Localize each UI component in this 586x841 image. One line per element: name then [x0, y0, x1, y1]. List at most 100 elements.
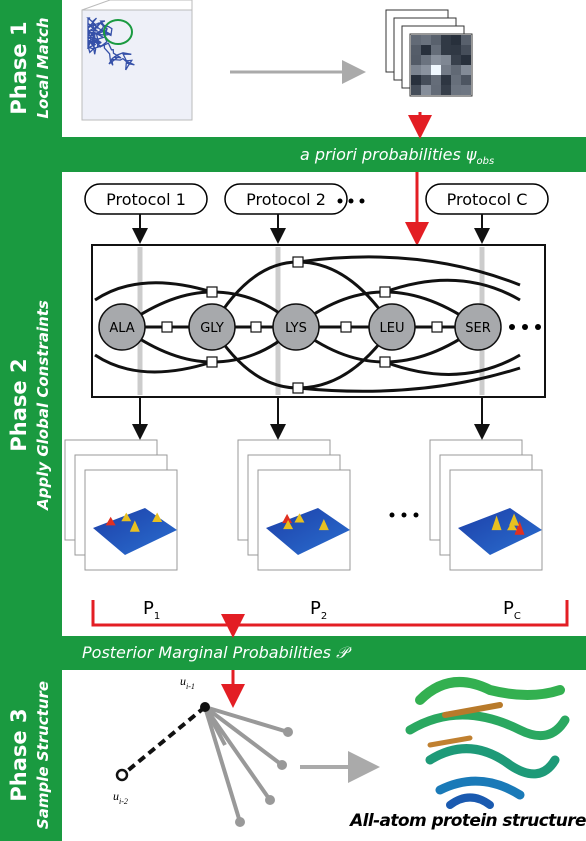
- factor-graph-g-rect: [432, 322, 442, 332]
- pixel-stack-rect: [431, 55, 441, 65]
- marginal-labels-text-tspan: C: [514, 611, 521, 622]
- pixel-stack-rect: [421, 85, 431, 95]
- marginal-labels-text: P2: [310, 598, 327, 622]
- phase-2-label-text: Apply Global Constraints: [34, 300, 52, 511]
- factor-graph-g-rect: [251, 322, 261, 332]
- marginal-plots: [65, 440, 542, 570]
- protocol-pills-text: Protocol C: [447, 190, 528, 209]
- pixel-stack-rect: [431, 45, 441, 55]
- pixel-stack-rect: [431, 35, 441, 45]
- marginal-labels-text-tspan: P: [503, 598, 514, 619]
- factor-graph-g-rect: [293, 257, 303, 267]
- factor-graph-circle: [509, 324, 515, 330]
- phase-1-label-text: Local Match: [34, 17, 52, 118]
- phase-3-label-text: Sample Structure: [34, 681, 52, 829]
- pixel-stack-rect: [451, 85, 461, 95]
- factor-graph-text: LYS: [285, 321, 307, 336]
- pixel-stack-rect: [421, 75, 431, 85]
- protocol-pills: Protocol 1 Protocol 2 Protocol C: [85, 184, 548, 214]
- marginal-labels-text-tspan: P: [143, 598, 154, 619]
- sampling-fan-circle: [200, 702, 210, 712]
- pixel-stack-rect: [441, 55, 451, 65]
- ellipsis-circle: [402, 513, 407, 518]
- sampling-fan-line: [126, 707, 205, 772]
- pixel-stack-rect: [451, 45, 461, 55]
- pixel-stack-rect: [411, 65, 421, 75]
- sampling-fan-text-tspan: i-2: [119, 797, 128, 806]
- sampling-fan-g: [205, 707, 288, 822]
- protein-structure-path: [450, 798, 490, 806]
- pixel-stack: [386, 10, 472, 96]
- protein-structure-path: [420, 682, 560, 700]
- sampling-fan-g-circle: [265, 795, 275, 805]
- caption: All-atom protein structure: [348, 811, 586, 831]
- phase-frame: [0, 0, 586, 841]
- phase-1-label: Phase 1 Local Match: [7, 17, 52, 118]
- factor-graph-g-rect: [380, 287, 390, 297]
- protocol-arrows: [140, 214, 482, 240]
- marginal-labels: P1 P2 PC: [143, 598, 521, 622]
- protocol-pills-circle: [349, 199, 354, 204]
- pixel-stack-rect: [421, 35, 431, 45]
- marginal-labels-text-tspan: 2: [321, 611, 327, 622]
- pixel-stack-rect: [461, 35, 471, 45]
- protocol-pills-text: Protocol 2: [246, 190, 326, 209]
- pixel-stack-rect: [451, 65, 461, 75]
- sampling-fan-g-line: [205, 707, 282, 765]
- sampling-fan-text: ui-1: [180, 674, 195, 691]
- marginal-labels-text: PC: [503, 598, 521, 622]
- sampling-fan-circle: [117, 770, 127, 780]
- diagram: Phase 1 Local Match Phase 2 Apply Global…: [0, 0, 586, 841]
- pixel-stack-rect: [421, 45, 431, 55]
- ellipsis: [390, 513, 419, 518]
- phase-3-label-text: Phase 3: [7, 708, 31, 801]
- pixel-stack-rect: [411, 75, 421, 85]
- pixel-stack-rect: [451, 35, 461, 45]
- sampling-fan-g-circle: [277, 760, 287, 770]
- factor-graph-text: SER: [465, 321, 491, 336]
- factor-graph-circle: [522, 324, 528, 330]
- graph-arrows: [140, 398, 482, 436]
- bracket: [93, 600, 567, 625]
- protocol-pills-text: Protocol 1: [106, 190, 186, 209]
- pixel-stack-rect: [431, 75, 441, 85]
- factor-graph-g-rect: [341, 322, 351, 332]
- sampling-fan-text: ui-2: [113, 789, 128, 806]
- protein-structure: [410, 682, 565, 805]
- factor-graph-g-rect: [207, 357, 217, 367]
- pixel-stack-rect: [411, 55, 421, 65]
- factor-graph-g-rect: [293, 383, 303, 393]
- factor-graph-text: LEU: [380, 321, 405, 336]
- pixel-stack-rect: [411, 85, 421, 95]
- sampling-fan-text-tspan: i-1: [186, 682, 195, 691]
- sampling-fan-g-circle: [235, 817, 245, 827]
- ellipsis-circle: [414, 513, 419, 518]
- protein-structure-path: [440, 781, 520, 795]
- sampling-fan: ui-1 ui-2: [113, 674, 293, 827]
- pixel-stack-rect: [441, 45, 451, 55]
- sampling-fan-g-line: [205, 707, 270, 800]
- marginal-labels-text-tspan: P: [310, 598, 321, 619]
- protein-structure-path: [410, 715, 565, 736]
- pixel-stack-rect: [461, 65, 471, 75]
- factor-graph: ALA GLY LYS LEU SER: [92, 245, 545, 397]
- pixel-stack-rect: [441, 35, 451, 45]
- sampling-fan-g: [235, 727, 293, 827]
- pixel-stack-rect: [421, 55, 431, 65]
- protein-structure-path: [430, 749, 555, 774]
- pixel-stack-rect: [431, 65, 441, 75]
- pixel-stack-rect: [441, 65, 451, 75]
- pixel-stack-rect: [411, 35, 421, 45]
- phase-2-label-text: Phase 2: [7, 358, 31, 451]
- pixel-stack-rect: [441, 75, 451, 85]
- pixel-stack-rect: [431, 85, 441, 95]
- priors-band-tspan: a priori probabilities ψ: [300, 145, 477, 164]
- pixel-stack-rect: [441, 85, 451, 95]
- pixel-stack-rect: [451, 75, 461, 85]
- priors-band-tspan: obs: [476, 156, 494, 167]
- marginal-labels-text-tspan: 1: [154, 611, 160, 622]
- density-map: [82, 0, 192, 120]
- pixel-stack-rect: [461, 85, 471, 95]
- factor-graph-text: GLY: [200, 321, 224, 336]
- pixel-stack-rect: [411, 45, 421, 55]
